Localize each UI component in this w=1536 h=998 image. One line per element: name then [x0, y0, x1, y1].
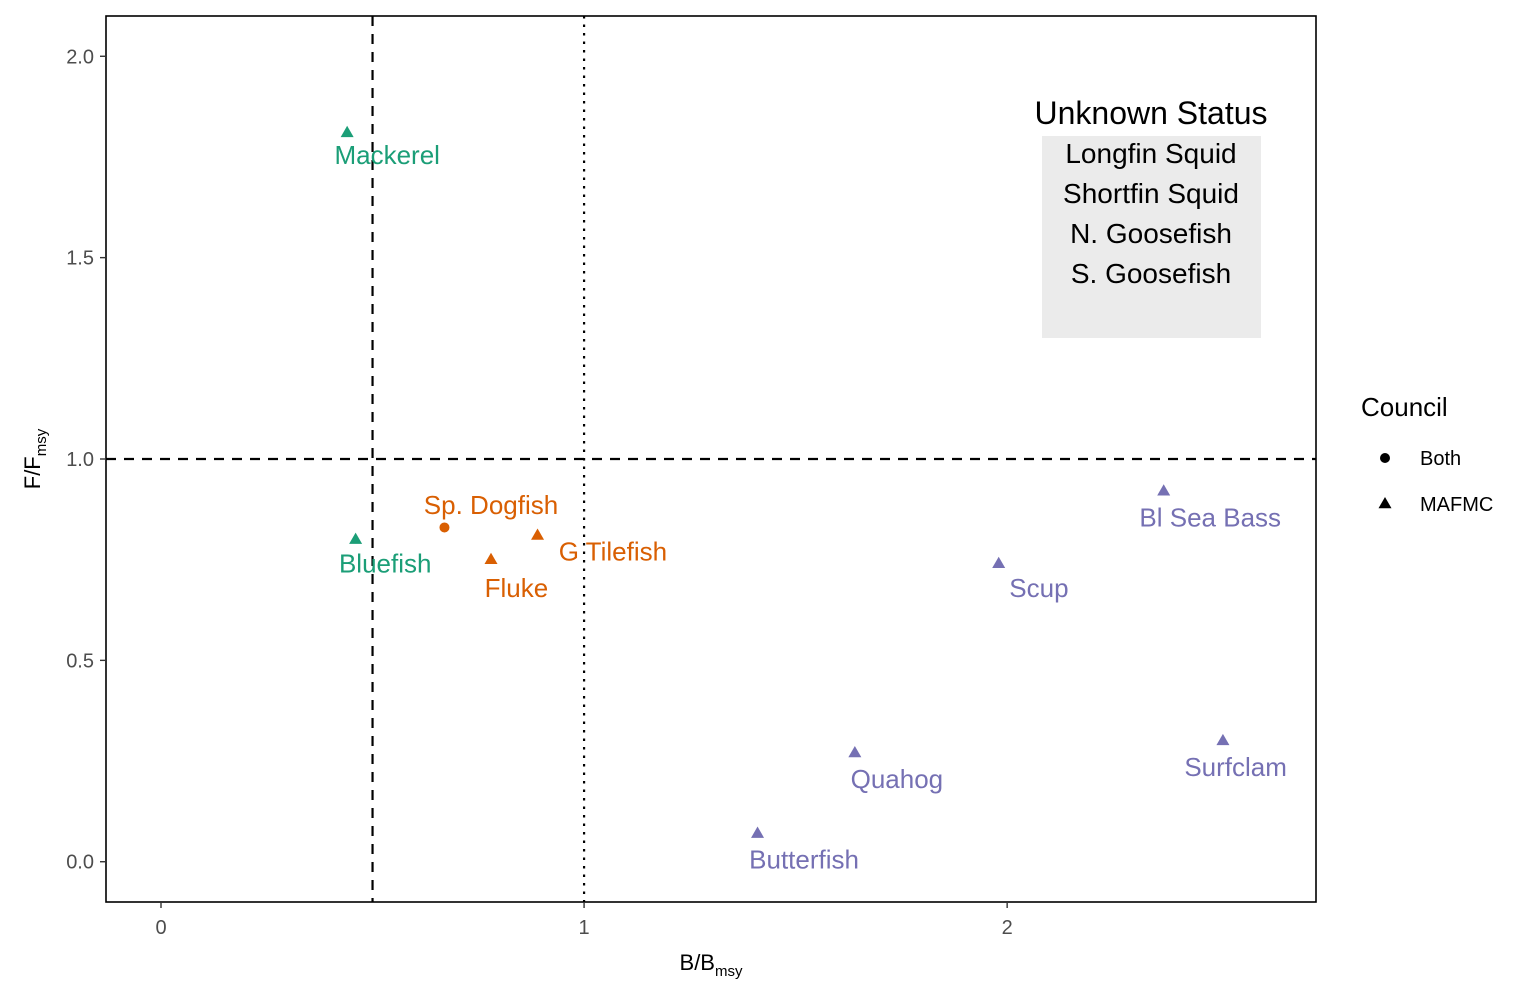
- y-tick-label: 0.5: [66, 650, 94, 672]
- point-marker-triangle: [349, 532, 363, 544]
- point-marker-triangle: [1216, 733, 1230, 746]
- point-label: G Tilefish: [559, 537, 667, 567]
- x-axis-title-subscript: msy: [715, 963, 743, 980]
- x-tick-label: 2: [1002, 917, 1013, 939]
- y-axis-title-subscript: msy: [33, 428, 50, 456]
- y-tick-label: 2.0: [66, 46, 94, 68]
- x-tick-label: 1: [579, 917, 590, 939]
- x-axis-title-base: B/B: [680, 950, 715, 975]
- data-points: [340, 125, 1230, 838]
- point-marker-triangle: [992, 556, 1006, 568]
- y-axis-title: F/Fmsy: [20, 428, 50, 489]
- point-label: Mackerel: [334, 140, 439, 170]
- point-label: Quahog: [851, 764, 944, 794]
- unknown-status-item: S. Goosefish: [1071, 258, 1231, 289]
- y-tick-label: 1.5: [66, 248, 94, 270]
- point-marker-triangle: [484, 552, 498, 564]
- y-tick-label: 0.0: [66, 852, 94, 874]
- unknown-status-item: N. Goosefish: [1070, 218, 1232, 249]
- legend: Council Both MAFMC: [1361, 392, 1493, 516]
- point-marker-circle: [439, 522, 450, 533]
- legend-key-circle: [1380, 453, 1390, 463]
- point-label: Butterfish: [749, 845, 859, 875]
- point-label: Bl Sea Bass: [1139, 502, 1281, 532]
- x-axis-title: B/Bmsy: [680, 950, 743, 980]
- unknown-status-item: Longfin Squid: [1065, 138, 1236, 169]
- point-marker-triangle: [1157, 484, 1171, 496]
- y-axis-title-base: F/F: [20, 456, 45, 489]
- legend-key-triangle: [1378, 497, 1392, 509]
- point-label: Fluke: [485, 573, 549, 603]
- point-label: Bluefish: [339, 549, 432, 579]
- point-marker-triangle: [531, 528, 545, 540]
- legend-label: MAFMC: [1420, 494, 1493, 516]
- point-marker-triangle: [751, 826, 765, 838]
- unknown-status-box: [1042, 136, 1261, 338]
- reference-lines: [106, 16, 1316, 902]
- y-tick-label: 1.0: [66, 449, 94, 471]
- legend-label: Both: [1420, 448, 1461, 470]
- point-marker-triangle: [340, 125, 354, 138]
- unknown-status-annotation: Unknown Status Longfin Squid Shortfin Squi…: [1034, 95, 1268, 338]
- unknown-status-title: Unknown Status: [1034, 95, 1267, 131]
- point-label: Surfclam: [1184, 752, 1287, 782]
- point-label: Scup: [1009, 573, 1068, 603]
- point-label: Sp. Dogfish: [424, 490, 558, 520]
- x-tick-label: 0: [155, 917, 166, 939]
- point-marker-triangle: [848, 746, 862, 758]
- legend-title: Council: [1361, 392, 1448, 422]
- unknown-status-item: Shortfin Squid: [1063, 178, 1239, 209]
